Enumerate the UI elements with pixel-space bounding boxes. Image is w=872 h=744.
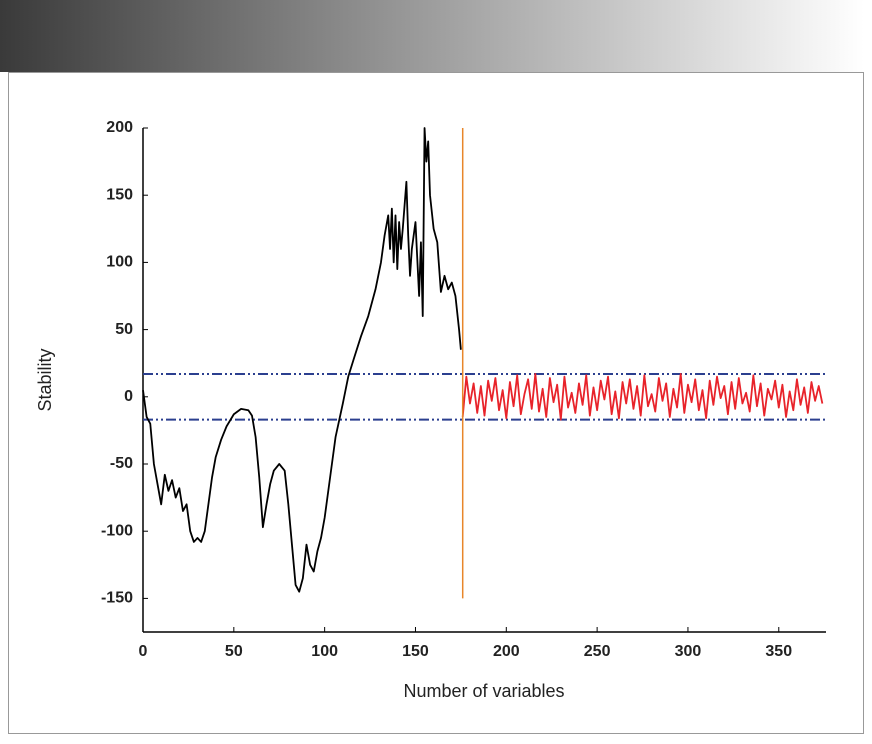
y-tick-label: 0: [124, 388, 133, 405]
x-tick-label: 0: [139, 643, 148, 660]
y-tick-label: 50: [115, 321, 133, 338]
y-tick-label: 150: [106, 186, 133, 203]
x-tick-label: 100: [311, 643, 338, 660]
x-tick-label: 350: [765, 643, 792, 660]
x-tick-label: 200: [493, 643, 520, 660]
header-band: [0, 0, 864, 72]
series-line: [142, 127, 462, 593]
y-tick-label: 100: [106, 254, 133, 271]
x-tick-label: 300: [675, 643, 702, 660]
x-tick-label: 150: [402, 643, 429, 660]
y-tick-label: 200: [106, 119, 133, 136]
y-axis-label: Stability: [35, 348, 55, 411]
x-tick-label: 50: [225, 643, 243, 660]
x-axis-label: Number of variables: [403, 681, 564, 701]
y-tick-label: -150: [101, 590, 133, 607]
y-tick-label: -50: [110, 455, 133, 472]
x-tick-label: 250: [584, 643, 611, 660]
frame: [8, 72, 864, 734]
series-line: [461, 373, 824, 421]
y-tick-label: -100: [101, 522, 133, 539]
